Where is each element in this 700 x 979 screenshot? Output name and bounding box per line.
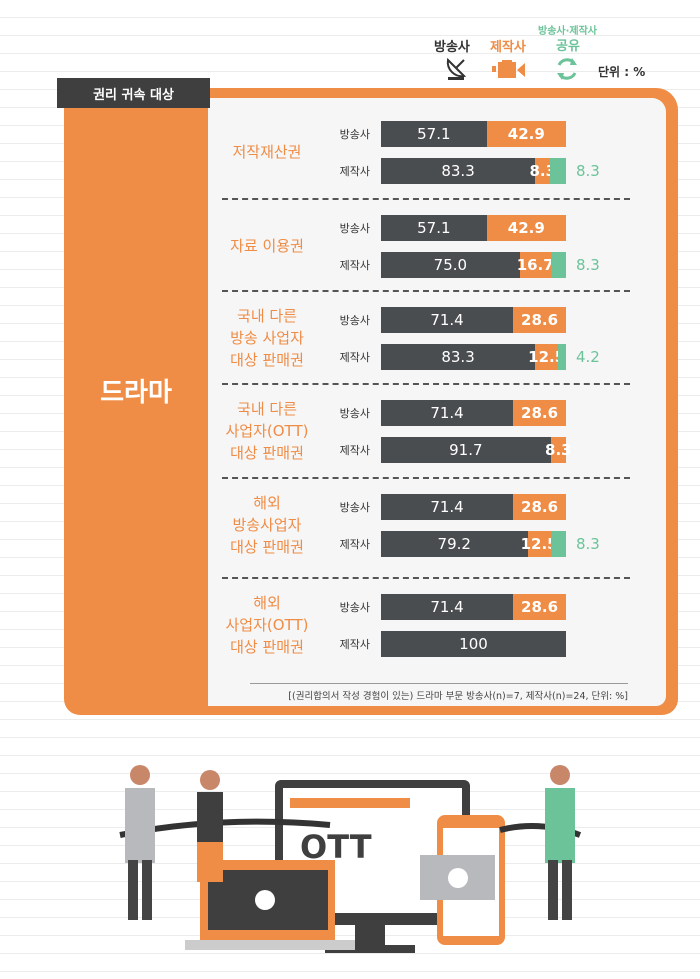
data-label-shared: 8.3 [576,535,600,553]
group-label: 저작재산권 [232,143,302,161]
video-camera-icon [492,60,525,78]
bar-broadcaster: 83.3 [381,344,536,370]
group-label: 자료 이용권 [230,237,304,255]
bar-producer: 16.7 [517,252,554,278]
row-label: 방송사 [339,128,370,141]
group-label: 해외 사업자(OTT) 대상 판매권 [225,594,309,656]
bar-broadcaster: 75.0 [381,252,520,278]
tab-label: 권리 귀속 대상 [57,78,210,108]
bar-broadcaster: 57.1 [381,121,487,147]
group-divider [222,383,630,385]
group-divider [222,477,630,479]
legend-broadcaster: 방송사 [434,40,470,55]
row-label: 방송사 [339,222,370,235]
row-label: 제작사 [339,165,370,178]
bar-shared [558,344,566,370]
footnote: [(권리합의서 작성 경험이 있는) 드라마 부문 방송사(n)=7, 제작사(… [250,683,628,702]
category-label: 드라마 [100,378,172,408]
data-label-shared: 8.3 [576,162,600,180]
ott-illustration: OTT [119,765,582,953]
unit-label: 단위 : % [598,65,646,79]
refresh-cycle-icon [557,58,577,80]
bar-producer: 12.5 [521,531,558,557]
bar-broadcaster: 79.2 [381,531,528,557]
group-divider [222,198,630,200]
group-label: 해외 방송사업자 대상 판매권 [230,494,304,556]
group-divider [222,290,630,292]
ott-text: OTT [300,828,372,866]
row-label: 제작사 [339,259,370,272]
bar-shared [550,252,566,278]
legend: 방송사 제작사 방송사·제작사 공유 [420,22,700,92]
data-label-shared: 8.3 [576,256,600,274]
satellite-dish-icon [446,57,467,80]
group-divider [222,577,630,579]
bar-producer: 28.6 [513,400,566,426]
bar-producer: 42.9 [486,215,566,241]
bar-broadcaster: 71.4 [381,594,514,620]
data-label-shared: 4.2 [576,348,600,366]
legend-producer: 제작사 [490,40,526,55]
legend-shared-line1: 방송사·제작사 [538,26,597,37]
bar-broadcaster: 57.1 [381,215,487,241]
row-label: 방송사 [339,501,370,514]
row-label: 제작사 [339,538,370,551]
bar-broadcaster: 71.4 [381,494,514,520]
row-label: 방송사 [339,601,370,614]
group-label: 국내 다른 사업자(OTT) 대상 판매권 [225,400,309,462]
bar-broadcaster: 100 [381,631,566,657]
bar-producer: 28.6 [513,594,566,620]
row-label: 방송사 [339,314,370,327]
row-label: 제작사 [339,351,370,364]
group-label: 국내 다른 방송 사업자 대상 판매권 [230,307,304,369]
bar-broadcaster: 91.7 [381,437,551,463]
bar-producer: 28.6 [513,494,566,520]
bar-producer: 8.3 [529,158,556,184]
row-label: 방송사 [339,407,370,420]
row-label: 제작사 [339,638,370,651]
bar-broadcaster: 83.3 [381,158,536,184]
bar-producer: 28.6 [513,307,566,333]
bar-broadcaster: 71.4 [381,400,514,426]
bar-broadcaster: 71.4 [381,307,514,333]
bar-shared [550,158,566,184]
bar-producer: 8.3 [545,437,572,463]
bar-producer: 12.5 [528,344,565,370]
bar-producer: 42.9 [486,121,566,147]
legend-shared-line2: 공유 [556,39,580,54]
row-label: 제작사 [339,444,370,457]
bar-shared [550,531,566,557]
